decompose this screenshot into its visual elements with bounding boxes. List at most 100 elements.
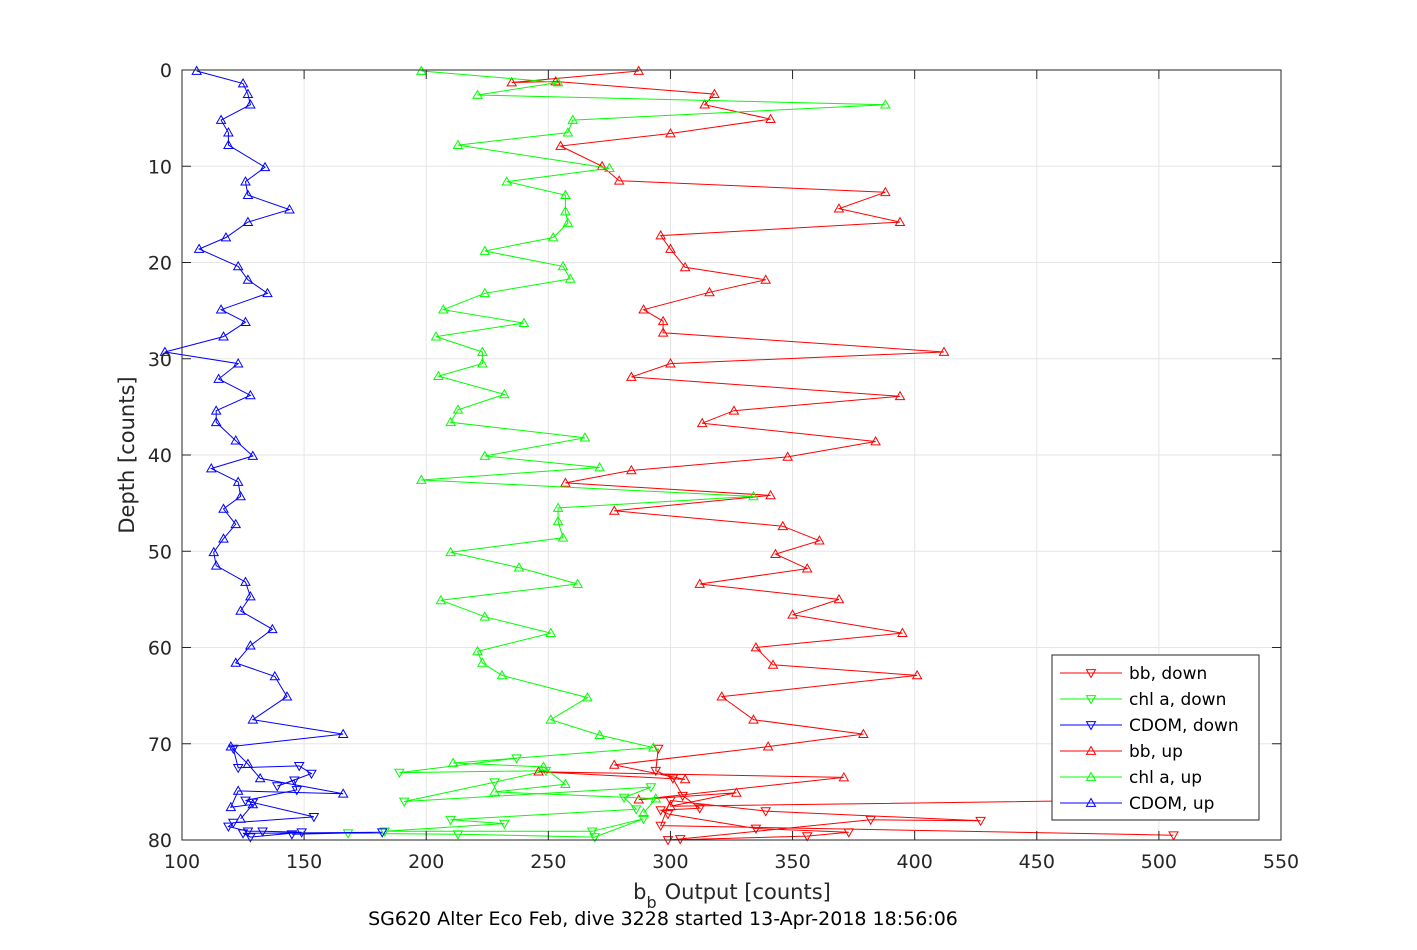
data-point xyxy=(435,594,447,605)
data-point xyxy=(223,139,234,149)
series xyxy=(159,65,349,823)
data-point xyxy=(560,477,571,487)
data-point xyxy=(679,261,691,272)
data-point xyxy=(879,186,891,197)
legend-box xyxy=(1051,654,1260,821)
legend-marker xyxy=(1085,771,1097,781)
legend-entry: bb, up xyxy=(1060,742,1183,762)
data-point xyxy=(665,358,676,368)
data-point xyxy=(232,358,244,368)
x-tick-label: 450 xyxy=(1019,851,1055,873)
data-point xyxy=(652,744,664,755)
data-point xyxy=(506,77,518,87)
data-point xyxy=(479,287,491,298)
x-axis-label-subscript: b xyxy=(646,893,656,912)
data-point xyxy=(159,346,171,356)
data-point xyxy=(496,669,508,680)
data-point xyxy=(232,476,244,486)
data-point xyxy=(218,533,229,543)
y-tick-label: 70 xyxy=(148,734,172,756)
data-point xyxy=(205,462,217,473)
series xyxy=(342,754,657,843)
data-point xyxy=(284,204,295,214)
data-point xyxy=(245,833,256,843)
data-point xyxy=(608,759,620,769)
data-point xyxy=(748,490,759,501)
data-point xyxy=(709,88,720,98)
data-point xyxy=(662,810,674,820)
x-axis-label-main: b xyxy=(633,880,646,904)
data-point xyxy=(227,744,239,755)
data-point xyxy=(801,832,813,842)
data-point xyxy=(477,358,488,368)
x-tick-label: 200 xyxy=(408,851,444,873)
data-point xyxy=(271,782,283,792)
data-point xyxy=(499,388,510,399)
x-tick-label: 550 xyxy=(1263,851,1299,873)
data-point xyxy=(210,560,222,570)
x-tick-label: 250 xyxy=(530,851,566,873)
data-point xyxy=(489,778,500,788)
y-axis-label: Depth [counts] xyxy=(115,376,139,533)
data-point xyxy=(589,833,601,843)
legend-marker xyxy=(1085,695,1097,705)
data-point xyxy=(894,390,906,401)
data-point xyxy=(281,691,293,701)
data-point xyxy=(225,741,237,751)
data-point xyxy=(696,417,708,428)
data-point xyxy=(560,205,571,216)
data-point xyxy=(223,127,234,137)
data-point xyxy=(518,317,530,328)
data-point xyxy=(533,766,544,776)
data-point xyxy=(235,605,246,615)
data-point xyxy=(242,216,254,226)
legend-entry: chl a, down xyxy=(1060,690,1226,710)
data-point xyxy=(337,788,349,798)
data-point xyxy=(286,830,298,840)
data-point xyxy=(245,640,256,650)
chart-title: SG620 Alter Eco Feb, dive 3228 started 1… xyxy=(368,908,958,930)
data-point xyxy=(269,670,281,681)
legend-entry: CDOM, up xyxy=(1060,794,1214,814)
y-tick-label: 80 xyxy=(148,830,172,852)
data-point xyxy=(645,783,657,793)
legend-marker xyxy=(1085,721,1097,731)
x-axis-label-rest: Output [counts] xyxy=(665,880,831,904)
data-point xyxy=(562,127,574,137)
data-point xyxy=(638,814,649,825)
data-point xyxy=(604,162,615,173)
data-point xyxy=(975,816,986,827)
data-point xyxy=(647,742,659,752)
x-tick-label: 150 xyxy=(286,851,322,873)
data-point xyxy=(650,766,662,777)
data-point xyxy=(210,416,222,427)
data-point xyxy=(513,562,525,572)
data-point xyxy=(594,462,605,472)
data-point xyxy=(750,824,762,834)
data-point xyxy=(694,804,706,814)
legend-marker xyxy=(1085,797,1097,807)
data-point xyxy=(245,99,256,109)
x-tick-label: 100 xyxy=(164,851,200,873)
data-point xyxy=(662,836,674,846)
data-point xyxy=(308,813,320,823)
y-tick-label: 40 xyxy=(148,445,172,467)
data-point xyxy=(814,535,825,545)
y-tick-label: 50 xyxy=(148,541,172,563)
data-point xyxy=(477,346,488,356)
data-point xyxy=(489,786,500,796)
data-point xyxy=(472,89,483,99)
data-point xyxy=(225,801,237,812)
data-point xyxy=(259,161,271,172)
legend-entry: CDOM, down xyxy=(1060,716,1239,736)
data-point xyxy=(760,807,772,817)
data-point xyxy=(1168,831,1179,841)
data-point xyxy=(897,627,908,637)
data-point xyxy=(240,316,251,327)
data-point xyxy=(879,99,891,109)
data-point xyxy=(626,464,637,475)
data-point xyxy=(210,405,222,415)
data-point xyxy=(833,593,845,604)
data-point xyxy=(452,404,464,414)
